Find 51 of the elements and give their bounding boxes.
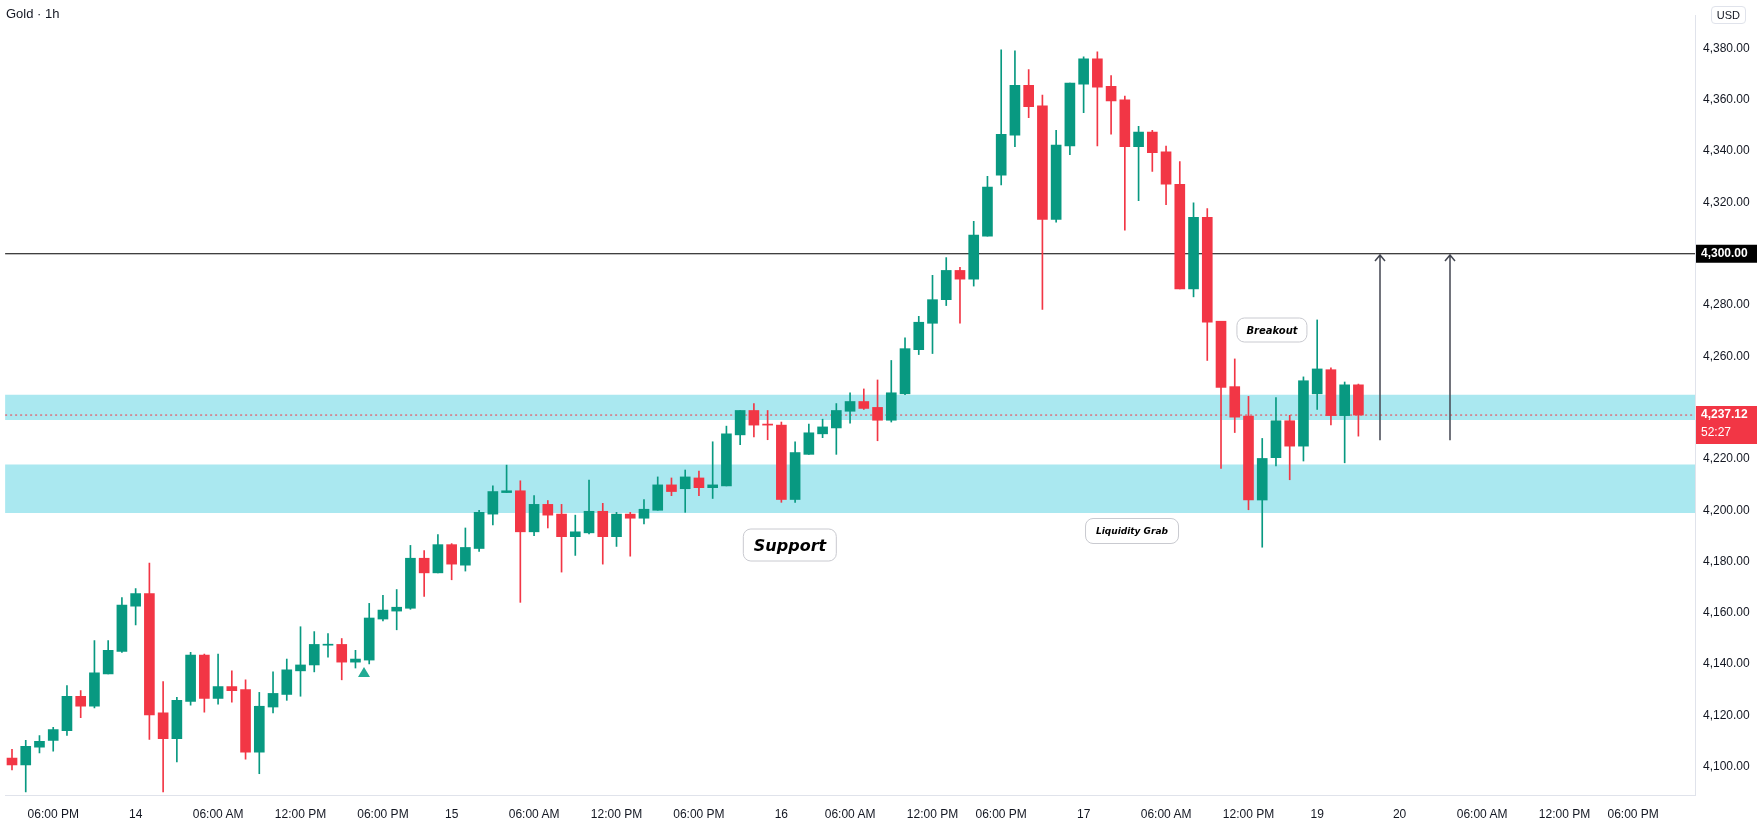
y-tick-label: 4,380.00: [1703, 40, 1751, 55]
ref-line-label: 4,300.00: [1701, 246, 1749, 261]
y-tick-label: 4,320.00: [1703, 194, 1751, 209]
x-tick-label: 12:00 PM: [906, 806, 959, 821]
x-tick-label: 14: [128, 806, 143, 821]
candlestick: [157, 681, 169, 793]
x-tick-label: 17: [1076, 806, 1091, 821]
x-tick-label: 06:00 PM: [975, 806, 1027, 821]
x-tick-label: 06:00 AM: [508, 806, 560, 821]
x-tick-label: 06:00 AM: [192, 806, 244, 821]
y-tick-label: 4,140.00: [1703, 656, 1751, 671]
y-axis-title: USD: [1710, 6, 1746, 24]
y-tick-label: 4,180.00: [1703, 553, 1751, 568]
x-tick-label: 06:00 PM: [357, 806, 409, 821]
x-tick-label: 06:00 PM: [673, 806, 725, 821]
candlestick: [322, 633, 334, 658]
text: 52:27: [1701, 425, 1732, 440]
y-tick-label: 4,340.00: [1703, 143, 1751, 158]
candlestick: [1105, 75, 1117, 135]
y-tick-label: 4,200.00: [1703, 502, 1751, 517]
y-tick-label: 4,100.00: [1703, 759, 1751, 774]
y-tick-label: 4,280.00: [1703, 297, 1751, 312]
candlestick: [624, 511, 636, 557]
x-tick-label: 06:00 AM: [1140, 806, 1192, 821]
y-tick-label: 4,160.00: [1703, 605, 1751, 620]
annotation: Breakout: [1236, 317, 1308, 343]
x-tick-label: 12:00 PM: [1538, 806, 1591, 821]
annotation: Support: [742, 528, 838, 562]
y-tick-label: 4,120.00: [1703, 707, 1751, 722]
x-tick-label: 06:00 PM: [27, 806, 79, 821]
x-tick-label: 15: [444, 806, 459, 821]
x-tick-label: 06:00 AM: [1456, 806, 1508, 821]
x-tick-label: 06:00 AM: [824, 806, 876, 821]
ref-line-label: 4,237.12: [1701, 407, 1749, 422]
x-tick-label: 06:00 PM: [1607, 806, 1659, 821]
y-tick-label: 4,360.00: [1703, 92, 1751, 107]
x-tick-label: 12:00 PM: [590, 806, 643, 821]
candlestick: [391, 589, 403, 631]
candlestick: [954, 267, 966, 324]
candlestick: [212, 653, 224, 705]
chart-title: Gold · 1h: [6, 6, 60, 21]
candlestick: [226, 670, 238, 703]
x-tick-label: 16: [774, 806, 789, 821]
annotation: Liquidity Grab: [1085, 518, 1179, 544]
x-tick-label: 20: [1392, 806, 1407, 821]
y-tick-label: 4,260.00: [1703, 348, 1751, 363]
x-tick-label: 12:00 PM: [1222, 806, 1275, 821]
y-tick-label: 4,220.00: [1703, 451, 1751, 466]
x-tick-label: 19: [1310, 806, 1325, 821]
candlestick: [569, 514, 581, 556]
x-tick-label: 12:00 PM: [274, 806, 327, 821]
